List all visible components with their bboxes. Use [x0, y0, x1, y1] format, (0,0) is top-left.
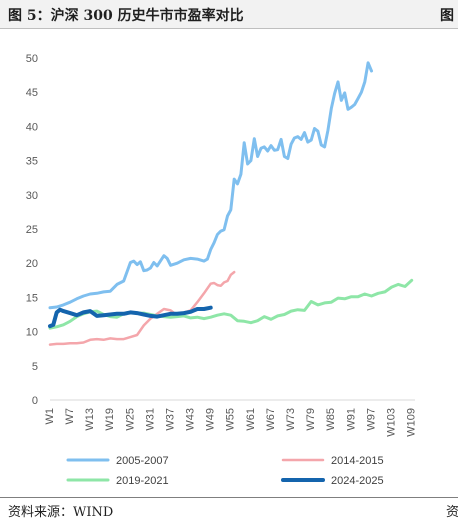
x-tick-label: W91	[345, 408, 357, 431]
x-tick-label: W37	[164, 408, 176, 431]
legend-label: 2024-2025	[331, 475, 384, 487]
y-tick-label: 35	[26, 156, 38, 168]
x-tick-label: W109	[406, 408, 418, 437]
x-tick-label: W103	[385, 408, 397, 437]
pe-line-chart: 0 5 10 15 20 25 30 35 40 45 50 W1 W7 W13 W19 W25 W31 W37 W…	[26, 53, 418, 487]
y-tick-label: 0	[32, 395, 38, 407]
legend-label: 2005-2007	[116, 455, 169, 467]
axes-layer: 0 5 10 15 20 25 30 35 40 45 50 W1 W7 W13 W19 W25 W31 W37 W…	[26, 53, 418, 437]
x-tick-label: W19	[104, 408, 116, 431]
x-tick-label: W73	[285, 408, 297, 431]
x-tick-label: W7	[64, 408, 76, 425]
page-title: 图 5：沪深 300 历史牛市市盈率对比	[8, 8, 244, 24]
x-tick-label: W97	[365, 408, 377, 431]
title-bar: 图 5：沪深 300 历史牛市市盈率对比 图	[0, 0, 458, 29]
source-note: 资料来源：WIND	[8, 505, 114, 520]
x-tick-label: W67	[265, 408, 277, 431]
legend: 2005-2007 2014-2015 2019-2021 2024-2025	[66, 455, 384, 487]
x-tick-label: W13	[84, 408, 96, 431]
series-line-2005-2007	[48, 61, 373, 310]
x-tick-label: W43	[185, 408, 197, 431]
y-tick-label: 30	[26, 190, 38, 202]
y-tick-label: 15	[26, 292, 38, 304]
x-tick-label: W61	[245, 408, 257, 431]
source-edge-glyph: 资	[446, 505, 458, 520]
x-tick-label: W25	[124, 408, 136, 431]
y-tick-label: 25	[26, 224, 38, 236]
title-edge-glyph: 图	[440, 8, 454, 24]
series-line-2024-2025	[48, 305, 213, 329]
x-tick-label: W49	[205, 408, 217, 431]
x-tick-label: W79	[305, 408, 317, 431]
x-tick-label: W55	[225, 408, 237, 431]
y-tick-label: 20	[26, 258, 38, 270]
legend-label: 2014-2015	[331, 455, 384, 467]
y-tick-label: 5	[32, 361, 38, 373]
x-tick-label: W1	[44, 408, 56, 425]
footer-divider	[0, 497, 458, 498]
legend-label: 2019-2021	[116, 475, 169, 487]
x-tick-label: W31	[144, 408, 156, 431]
y-tick-label: 50	[26, 53, 38, 65]
y-tick-label: 45	[26, 87, 38, 99]
series-layer	[48, 61, 414, 346]
y-tick-label: 40	[26, 121, 38, 133]
y-tick-label: 10	[26, 327, 38, 339]
series-line-2019-2021	[48, 278, 414, 330]
x-tick-label: W85	[325, 408, 337, 431]
